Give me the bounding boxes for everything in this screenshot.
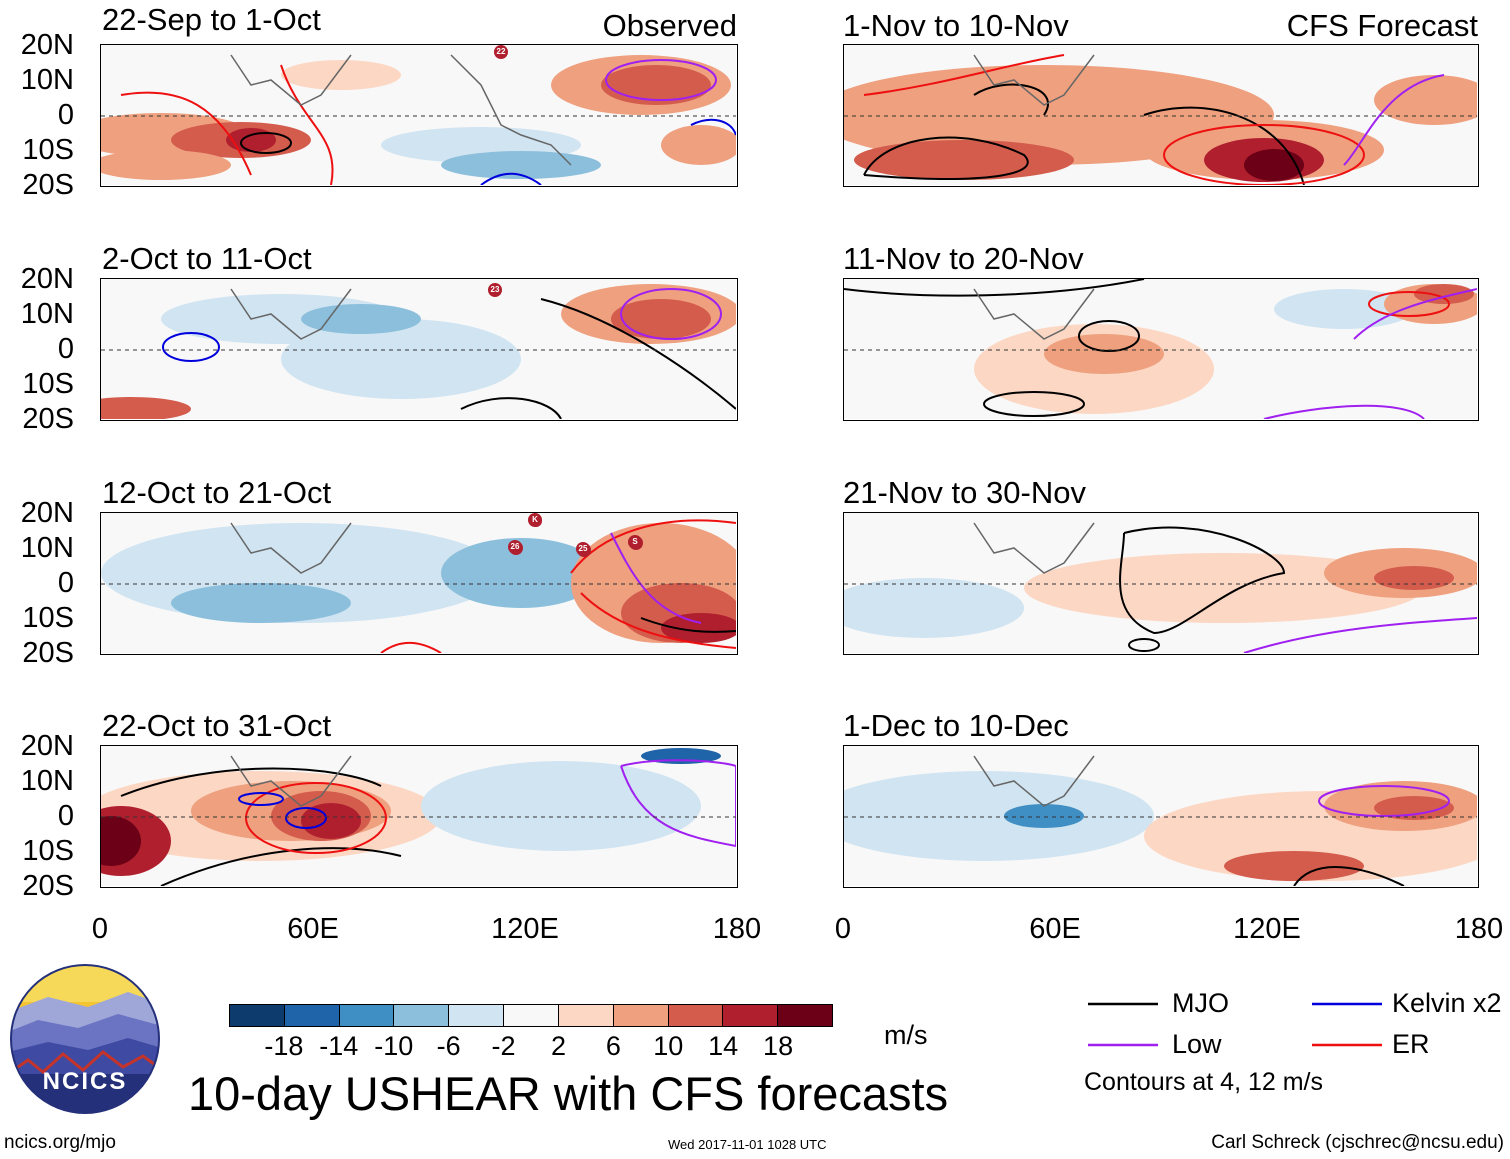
colorbar-swatch xyxy=(230,1005,285,1026)
lon-tick: 120E xyxy=(491,913,559,945)
legend-contours-note: Contours at 4, 12 m/s xyxy=(1084,1068,1324,1096)
colorbar-tick-label: -6 xyxy=(436,1031,461,1061)
footer-timestamp: Wed 2017-11-01 1028 UTC xyxy=(668,1137,827,1152)
storm-marker: K xyxy=(528,513,542,527)
legend-mjo-line xyxy=(1088,1002,1158,1006)
lon-tick: 120E xyxy=(1233,913,1301,945)
storm-marker: 26 xyxy=(508,540,522,554)
lon-tick: 0 xyxy=(834,913,852,945)
colorbar-tick-label: 6 xyxy=(605,1031,621,1061)
lat-tick: 20S xyxy=(22,169,74,201)
lat-tick: 10S xyxy=(22,368,74,400)
legend-kelvin-line xyxy=(1312,1002,1382,1006)
storm-marker: 25 xyxy=(576,542,590,556)
lat-tick: 10S xyxy=(22,134,74,166)
forecast-panel-3-title: 21-Nov to 30-Nov xyxy=(843,475,1086,510)
colorbar-swatch xyxy=(449,1005,505,1026)
colorbar-swatch xyxy=(778,1005,832,1026)
lat-tick: 20N xyxy=(20,730,74,762)
lat-tick: 0 xyxy=(57,800,74,832)
legend-kelvin-label: Kelvin x2 xyxy=(1392,988,1502,1018)
colorbar-tick-label: -2 xyxy=(491,1031,516,1061)
colorbar-tick-label: -10 xyxy=(374,1031,414,1061)
lat-tick: 0 xyxy=(57,567,74,599)
colorbar-swatch xyxy=(613,1005,669,1026)
footer-credit: Carl Schreck (cjschrec@ncsu.edu) xyxy=(1211,1132,1504,1153)
colorbar-swatch xyxy=(558,1005,614,1026)
main-title: 10-day USHEAR with CFS forecasts xyxy=(188,1067,949,1120)
colorbar-tick-label: 14 xyxy=(708,1031,739,1061)
storm-marker: 22 xyxy=(494,45,508,59)
logo-text: NCICS xyxy=(42,1068,128,1095)
observed-map-panel-4 xyxy=(100,745,738,888)
colorbar xyxy=(229,1004,833,1027)
observed-label: Observed xyxy=(602,8,737,43)
lat-tick: 10N xyxy=(20,765,74,797)
colorbar-tick-label: 10 xyxy=(653,1031,684,1061)
lat-tick: 10N xyxy=(20,64,74,96)
observed-map-panel-3 xyxy=(100,512,738,655)
lat-tick: 10S xyxy=(22,835,74,867)
forecast-map-panel-4 xyxy=(843,745,1479,888)
colorbar-swatch xyxy=(339,1005,395,1026)
colorbar-swatch xyxy=(668,1005,724,1026)
lat-tick: 20N xyxy=(20,497,74,529)
legend-er-label: ER xyxy=(1392,1029,1430,1059)
lon-tick: 180 xyxy=(712,913,762,945)
lon-tick: 0 xyxy=(91,913,109,945)
colorbar-tick-label: -14 xyxy=(319,1031,359,1061)
colorbar-swatch xyxy=(394,1005,450,1026)
forecast-label: CFS Forecast xyxy=(1286,8,1478,43)
forecast-panel-4-title: 1-Dec to 10-Dec xyxy=(843,708,1069,743)
forecast-panel-2-title: 11-Nov to 20-Nov xyxy=(843,241,1084,276)
lat-tick: 10N xyxy=(20,298,74,330)
ncics-logo: NCICS xyxy=(8,962,162,1116)
lon-tick: 60E xyxy=(287,913,339,945)
forecast-map-panel-2 xyxy=(843,278,1479,421)
lat-tick: 20N xyxy=(20,263,74,295)
colorbar-swatch xyxy=(504,1005,559,1026)
lat-tick: 20S xyxy=(22,637,74,669)
lat-tick: 20N xyxy=(20,29,74,61)
observed-panel-1-title: 22-Sep to 1-Oct xyxy=(102,2,321,37)
lat-tick: 10S xyxy=(22,602,74,634)
colorbar-swatch xyxy=(723,1005,779,1026)
lon-tick: 60E xyxy=(1029,913,1081,945)
colorbar-swatch xyxy=(284,1005,340,1026)
observed-panel-4-title: 22-Oct to 31-Oct xyxy=(102,708,332,743)
legend-mjo-label: MJO xyxy=(1172,988,1229,1018)
lat-tick: 20S xyxy=(22,403,74,435)
colorbar-tick-label: 18 xyxy=(763,1031,794,1061)
forecast-map-panel-1 xyxy=(843,44,1479,187)
forecast-panel-1-title: 1-Nov to 10-Nov xyxy=(843,8,1069,43)
lon-tick: 180 xyxy=(1454,913,1504,945)
lat-tick: 0 xyxy=(57,333,74,365)
observed-map-panel-2 xyxy=(100,278,738,421)
colorbar-unit: m/s xyxy=(884,1020,928,1050)
legend-low-label: Low xyxy=(1172,1029,1222,1059)
storm-marker: S xyxy=(628,535,642,549)
legend-er-line xyxy=(1312,1043,1382,1047)
forecast-map-panel-3 xyxy=(843,512,1479,655)
lat-tick: 20S xyxy=(22,870,74,902)
storm-marker: 23 xyxy=(488,283,502,297)
observed-panel-3-title: 12-Oct to 21-Oct xyxy=(102,475,332,510)
colorbar-tick-label: 2 xyxy=(550,1031,566,1061)
colorbar-tick-label: -18 xyxy=(264,1031,304,1061)
observed-map-panel-1 xyxy=(100,44,738,187)
observed-panel-2-title: 2-Oct to 11-Oct xyxy=(102,241,312,276)
footer-site: ncics.org/mjo xyxy=(4,1132,116,1153)
lat-tick: 0 xyxy=(57,99,74,131)
lat-tick: 10N xyxy=(20,532,74,564)
legend-low-line xyxy=(1088,1043,1158,1047)
